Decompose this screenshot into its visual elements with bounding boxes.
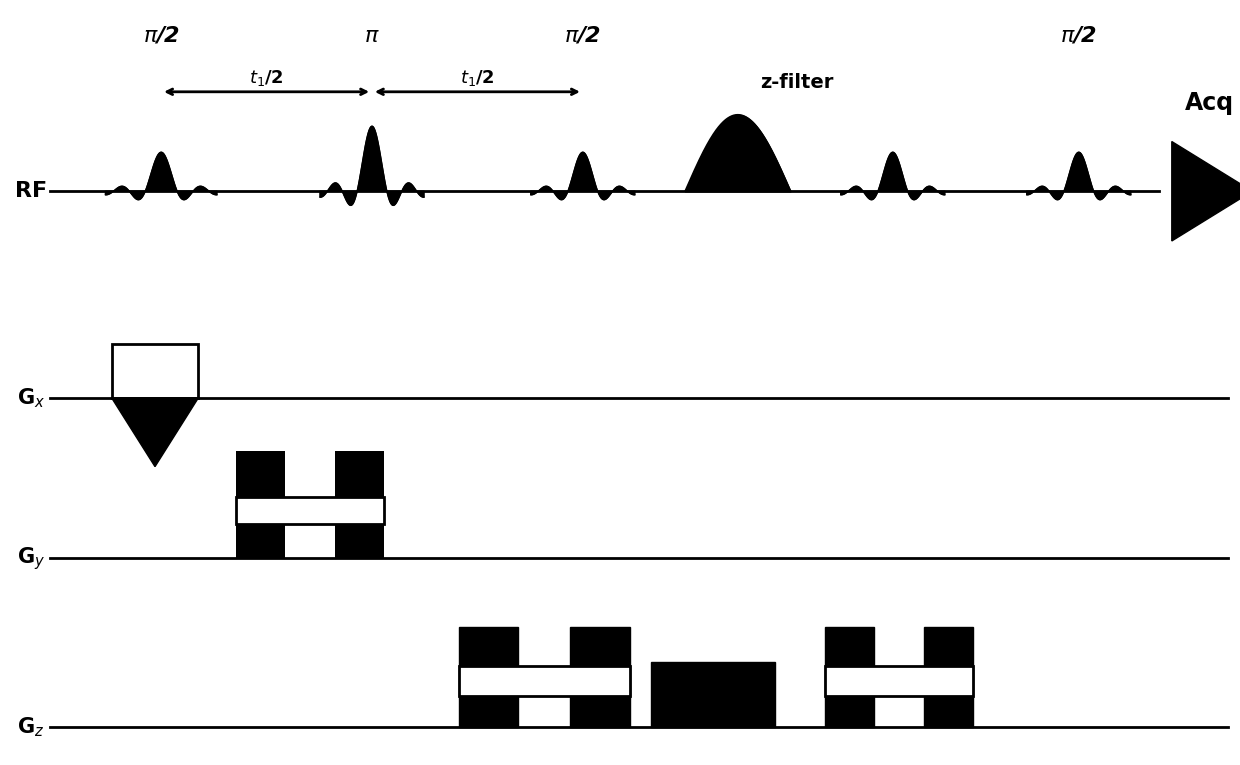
Polygon shape: [1172, 142, 1240, 241]
Bar: [570, 627, 630, 727]
Bar: [459, 666, 630, 696]
Text: $t_1$/2: $t_1$/2: [249, 68, 284, 88]
Text: G$_z$: G$_z$: [17, 715, 45, 738]
Polygon shape: [112, 398, 198, 467]
Text: RF: RF: [15, 181, 47, 201]
Bar: [459, 627, 518, 727]
Text: $\pi$/2: $\pi$/2: [143, 25, 180, 46]
Bar: [236, 497, 384, 524]
Bar: [924, 627, 973, 727]
Text: $\pi$/2: $\pi$/2: [1060, 25, 1097, 46]
Bar: [651, 662, 775, 727]
Text: $\pi$/2: $\pi$/2: [564, 25, 601, 46]
Text: z-filter: z-filter: [760, 73, 833, 92]
Text: $\pi$: $\pi$: [365, 26, 379, 46]
Bar: [112, 344, 198, 398]
Bar: [825, 666, 973, 696]
Bar: [335, 451, 384, 558]
Text: G$_x$: G$_x$: [17, 386, 45, 409]
Bar: [236, 451, 285, 558]
Text: Acq: Acq: [1184, 91, 1234, 115]
Text: G$_y$: G$_y$: [17, 545, 45, 572]
Text: $t_1$/2: $t_1$/2: [460, 68, 495, 88]
Bar: [825, 627, 874, 727]
